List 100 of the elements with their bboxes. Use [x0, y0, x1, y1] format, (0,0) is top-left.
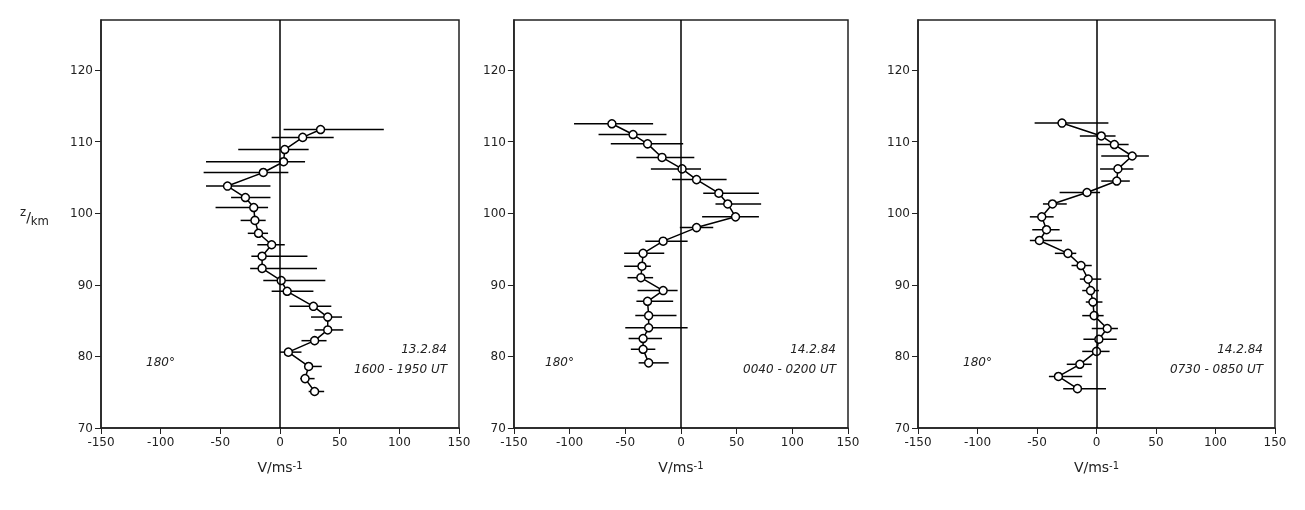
x-tick-label: -150: [904, 435, 932, 449]
x-tick-label: 0: [1092, 435, 1101, 449]
y-tick-label: 100: [887, 206, 910, 221]
point: [730, 212, 741, 222]
point: [642, 139, 653, 149]
point: [657, 152, 667, 163]
x-tick-label: -50: [615, 435, 636, 449]
y-tick-label: 110: [483, 134, 506, 149]
point: [1057, 118, 1067, 128]
x-tick-label: 100: [1204, 435, 1227, 449]
point: [1085, 285, 1096, 296]
point: [1037, 212, 1047, 222]
point: [1111, 176, 1122, 186]
point: [722, 199, 733, 209]
y-tick-label: 80: [77, 349, 93, 364]
point: [643, 358, 654, 368]
point: [258, 167, 269, 178]
x-tick-label: -50: [210, 435, 231, 449]
point: [1034, 235, 1045, 246]
point: [1127, 151, 1137, 161]
point: [642, 296, 653, 307]
y-tick-label: 100: [70, 206, 93, 221]
annotation: 14.2.84: [790, 342, 837, 356]
x-tick-label: 150: [1263, 435, 1287, 449]
point: [257, 251, 267, 261]
point: [691, 174, 702, 185]
annotation: 14.2.84: [1217, 342, 1264, 356]
x-tick-label: -150: [500, 435, 528, 449]
point: [1102, 323, 1112, 334]
y-tick-label: 100: [483, 206, 506, 221]
point: [253, 228, 264, 239]
point: [691, 222, 702, 233]
point: [714, 188, 724, 198]
point: [322, 325, 333, 335]
y-tick-label: 70: [490, 421, 506, 435]
point: [1047, 199, 1058, 209]
point: [1113, 164, 1123, 174]
point: [1109, 139, 1120, 150]
x-tick-label: 100: [780, 435, 804, 449]
annotation: 180°: [146, 355, 175, 369]
y-tick-label: 110: [887, 134, 910, 149]
x-tick-label: -100: [555, 435, 584, 449]
point: [1053, 371, 1064, 382]
point: [1072, 383, 1083, 394]
point: [1096, 131, 1107, 141]
x-tick-label: 150: [836, 435, 860, 449]
point: [658, 236, 668, 246]
point: [637, 261, 647, 271]
x-tick-label: 150: [447, 435, 471, 449]
annotation: 13.2.84: [401, 342, 448, 356]
annotation: 1600 - 1950 UT: [354, 362, 449, 376]
y-tick-label: 110: [70, 134, 93, 149]
point: [222, 181, 233, 191]
y-tick-label: 80: [894, 349, 910, 364]
annotation: 180°: [963, 355, 992, 369]
point: [1082, 187, 1092, 198]
y-tick-label: 70: [894, 421, 910, 435]
point: [1088, 297, 1098, 307]
point: [636, 272, 646, 283]
point: [266, 240, 277, 250]
y-tick-label: 120: [483, 63, 506, 78]
x-tick-label: -100: [963, 435, 992, 449]
x-tick-label: -150: [87, 435, 115, 449]
point: [240, 192, 251, 203]
point: [303, 361, 314, 372]
point: [643, 323, 654, 333]
x-tick-label: -50: [1027, 435, 1047, 449]
point: [309, 386, 320, 397]
x-tick-label: 0: [677, 435, 685, 449]
point: [643, 310, 654, 321]
y-tick-label: 90: [77, 277, 93, 292]
x-tick-label: -100: [147, 435, 175, 449]
point: [282, 286, 292, 297]
point: [1083, 274, 1093, 284]
y-tick-label: 90: [894, 277, 910, 292]
point: [322, 312, 333, 322]
point: [628, 129, 638, 140]
y-tick-label: 120: [887, 63, 910, 78]
point: [309, 335, 320, 346]
point: [249, 202, 259, 213]
point: [1075, 359, 1085, 370]
point: [638, 333, 648, 344]
point: [257, 263, 267, 274]
point: [638, 248, 648, 259]
point: [1041, 224, 1052, 235]
x-tick-label: 50: [728, 435, 745, 449]
x-tick-label: 50: [1148, 435, 1164, 449]
x-tick-label: 100: [387, 435, 411, 449]
point: [300, 373, 310, 384]
point: [607, 119, 617, 129]
y-tick-label: 80: [490, 349, 506, 364]
point: [315, 124, 326, 135]
point: [1076, 260, 1086, 271]
annotation: 180°: [545, 355, 574, 369]
point: [280, 144, 290, 155]
point: [308, 301, 319, 312]
point: [1063, 248, 1073, 259]
y-tick-label: 120: [70, 63, 93, 78]
point: [283, 347, 294, 357]
annotation: 0730 - 0850 UT: [1170, 362, 1265, 376]
